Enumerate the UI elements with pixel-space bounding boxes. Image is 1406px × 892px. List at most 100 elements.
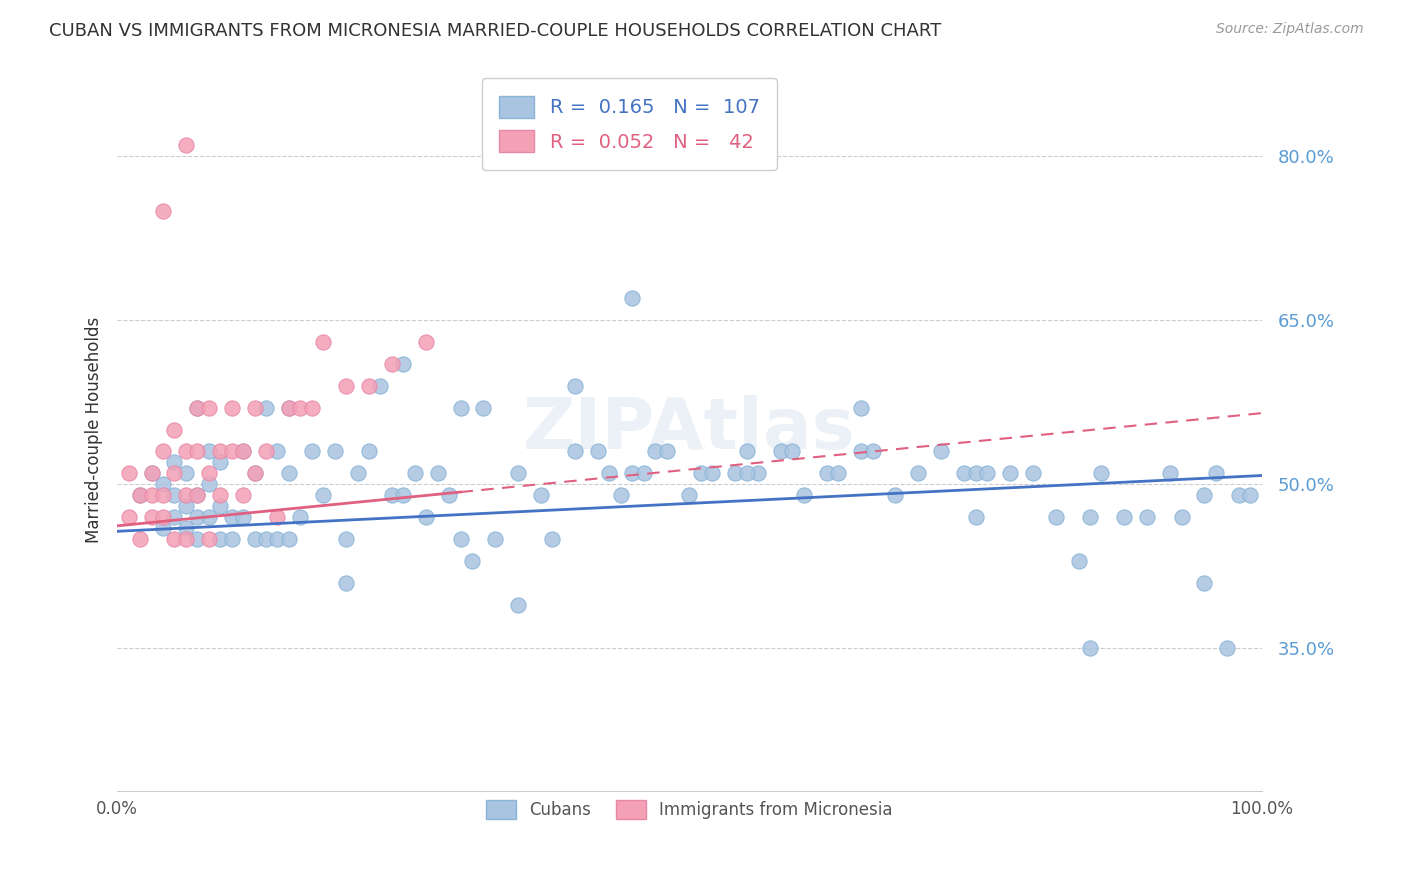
Point: [415, 510, 437, 524]
Point: [174, 521, 197, 535]
Point: [163, 455, 186, 469]
Point: [655, 444, 678, 458]
Point: [1078, 510, 1101, 524]
Text: CUBAN VS IMMIGRANTS FROM MICRONESIA MARRIED-COUPLE HOUSEHOLDS CORRELATION CHART: CUBAN VS IMMIGRANTS FROM MICRONESIA MARR…: [49, 22, 942, 40]
Point: [290, 401, 312, 415]
Point: [163, 532, 186, 546]
Point: [506, 598, 529, 612]
Point: [197, 477, 219, 491]
Point: [793, 488, 815, 502]
Point: [678, 488, 700, 502]
Point: [209, 455, 232, 469]
Point: [1114, 510, 1136, 524]
Point: [965, 467, 987, 481]
Point: [827, 467, 849, 481]
Point: [209, 488, 232, 502]
Point: [152, 521, 174, 535]
Point: [174, 532, 197, 546]
Point: [998, 467, 1021, 481]
Point: [541, 532, 564, 546]
Point: [312, 334, 335, 349]
Point: [197, 532, 219, 546]
Point: [221, 510, 243, 524]
Point: [117, 510, 139, 524]
Point: [197, 401, 219, 415]
Point: [633, 467, 655, 481]
Point: [346, 467, 368, 481]
Point: [862, 444, 884, 458]
Point: [197, 510, 219, 524]
Point: [506, 467, 529, 481]
Point: [117, 467, 139, 481]
Point: [141, 467, 163, 481]
Point: [152, 488, 174, 502]
Point: [186, 401, 208, 415]
Point: [186, 401, 208, 415]
Point: [1045, 510, 1067, 524]
Point: [1090, 467, 1112, 481]
Point: [221, 401, 243, 415]
Point: [929, 444, 952, 458]
Point: [1136, 510, 1159, 524]
Point: [186, 488, 208, 502]
Point: [1067, 554, 1090, 568]
Point: [689, 467, 711, 481]
Point: [586, 444, 609, 458]
Point: [335, 575, 357, 590]
Point: [1159, 467, 1181, 481]
Point: [163, 467, 186, 481]
Point: [357, 444, 380, 458]
Point: [141, 510, 163, 524]
Point: [1205, 467, 1227, 481]
Point: [392, 488, 415, 502]
Point: [129, 532, 152, 546]
Point: [174, 444, 197, 458]
Point: [1216, 641, 1239, 656]
Point: [141, 467, 163, 481]
Point: [976, 467, 998, 481]
Point: [392, 357, 415, 371]
Point: [277, 401, 299, 415]
Point: [849, 444, 872, 458]
Point: [129, 488, 152, 502]
Point: [266, 444, 288, 458]
Point: [564, 379, 586, 393]
Point: [598, 467, 620, 481]
Point: [243, 467, 266, 481]
Point: [815, 467, 838, 481]
Point: [461, 554, 484, 568]
Y-axis label: Married-couple Households: Married-couple Households: [86, 317, 103, 542]
Point: [232, 510, 254, 524]
Point: [163, 423, 186, 437]
Point: [965, 510, 987, 524]
Point: [301, 401, 323, 415]
Legend: Cubans, Immigrants from Micronesia: Cubans, Immigrants from Micronesia: [479, 793, 900, 826]
Point: [323, 444, 346, 458]
Point: [232, 488, 254, 502]
Point: [174, 138, 197, 153]
Point: [530, 488, 553, 502]
Point: [174, 499, 197, 513]
Point: [186, 510, 208, 524]
Point: [152, 203, 174, 218]
Point: [370, 379, 392, 393]
Point: [254, 401, 277, 415]
Point: [1170, 510, 1192, 524]
Point: [849, 401, 872, 415]
Point: [290, 510, 312, 524]
Point: [621, 467, 644, 481]
Point: [301, 444, 323, 458]
Point: [1194, 488, 1216, 502]
Point: [437, 488, 460, 502]
Point: [415, 334, 437, 349]
Point: [197, 467, 219, 481]
Point: [357, 379, 380, 393]
Point: [243, 467, 266, 481]
Point: [277, 532, 299, 546]
Point: [335, 379, 357, 393]
Point: [221, 444, 243, 458]
Point: [163, 488, 186, 502]
Point: [141, 488, 163, 502]
Point: [232, 444, 254, 458]
Point: [381, 488, 404, 502]
